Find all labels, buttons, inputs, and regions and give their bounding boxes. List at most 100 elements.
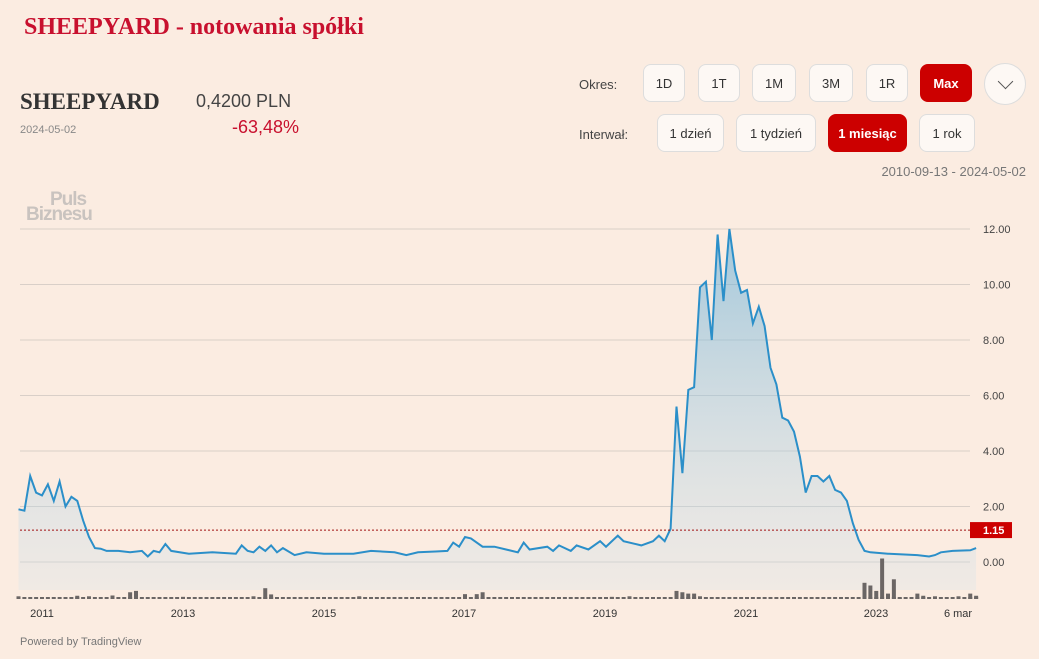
- x-tick-label: 2015: [312, 608, 336, 620]
- volume-bar: [780, 597, 785, 599]
- volume-bar: [862, 597, 867, 599]
- volume-bar: [768, 597, 773, 599]
- volume-bar: [427, 597, 432, 599]
- volume-bar: [621, 597, 626, 599]
- volume-bar: [345, 597, 350, 599]
- y-tick-label: 10.00: [983, 280, 1011, 292]
- interval-1-year-button[interactable]: 1 rok: [919, 114, 975, 152]
- last-price-label: 1.15: [983, 525, 1004, 537]
- volume-bar: [498, 597, 503, 599]
- volume-bar: [886, 593, 890, 599]
- period-max-button[interactable]: Max: [920, 64, 972, 102]
- volume-bar: [40, 597, 44, 599]
- volume-bar: [228, 597, 232, 599]
- quote-date: 2024-05-02: [20, 124, 77, 136]
- volume-bar: [416, 597, 420, 599]
- period-1m-button[interactable]: 1M: [752, 64, 796, 102]
- volume-bar: [686, 593, 691, 599]
- period-1t-button[interactable]: 1T: [698, 64, 740, 102]
- volume-bar: [745, 597, 749, 599]
- volume-bar: [592, 597, 597, 599]
- volume-bar: [51, 597, 56, 599]
- volume-bar: [128, 597, 133, 599]
- volume-bar: [186, 597, 191, 599]
- date-range: 2010-09-13 - 2024-05-02: [881, 164, 1026, 179]
- volume-bar: [181, 597, 185, 599]
- volume-bar: [463, 594, 467, 599]
- volume-bar: [580, 597, 585, 599]
- interval-1-day-button[interactable]: 1 dzień: [657, 114, 724, 152]
- x-tick-label: 2023: [864, 608, 888, 620]
- volume-bar: [527, 597, 532, 599]
- volume-bar: [87, 597, 91, 599]
- volume-bar: [504, 597, 509, 599]
- volume-bar: [286, 597, 291, 599]
- period-3m-button[interactable]: 3M: [809, 64, 853, 102]
- volume-bar: [891, 579, 896, 599]
- expand-button[interactable]: [984, 63, 1026, 105]
- volume-bar: [739, 597, 744, 599]
- volume-bar: [304, 597, 309, 599]
- volume-bar: [510, 597, 514, 599]
- volume-bar: [22, 597, 27, 599]
- price-chart[interactable]: 12.00 10.00 8.00 6.00 4.00 2.00 0.00 1.15 2011 20…: [0, 0, 1039, 630]
- volume-bar: [609, 597, 614, 599]
- volume-bar: [298, 597, 303, 599]
- x-tick-label: 2011: [30, 608, 54, 620]
- x-tick-label: 2017: [452, 608, 476, 620]
- x-tick-label: 2019: [593, 608, 617, 620]
- volume-bar: [351, 597, 356, 599]
- y-tick-label: 0.00: [983, 557, 1004, 569]
- volume-bar: [521, 597, 526, 599]
- quote-change: -63,48%: [231, 117, 299, 137]
- volume-bar: [962, 597, 967, 599]
- volume-bar: [263, 588, 268, 599]
- volume-bar: [480, 597, 485, 599]
- volume-bar: [474, 597, 479, 599]
- volume-bar: [110, 597, 115, 599]
- volume-bar: [680, 597, 685, 599]
- volume-bar: [615, 597, 620, 599]
- volume-bar: [938, 597, 943, 599]
- interval-1-month-button[interactable]: 1 miesiąc: [828, 114, 907, 152]
- volume-bar: [598, 597, 603, 599]
- volume-bar: [803, 597, 808, 599]
- volume-bar: [674, 597, 679, 599]
- interval-1-week-button[interactable]: 1 tydzień: [736, 114, 816, 152]
- volume-bar: [410, 597, 415, 599]
- volume-bar: [956, 597, 961, 599]
- volume-bar: [198, 597, 203, 599]
- volume-bar: [463, 597, 467, 599]
- volume-bar: [98, 597, 103, 599]
- volume-bar: [233, 597, 238, 599]
- volume-bar: [81, 597, 86, 599]
- puls-biznesu-logo: Puls Biznesu: [26, 190, 93, 224]
- volume-bar: [551, 597, 556, 599]
- volume-bar: [786, 597, 791, 599]
- volume-bar: [827, 597, 832, 599]
- y-tick-label: 4.00: [983, 446, 1004, 458]
- volume-bar: [656, 597, 661, 599]
- volume-bar: [474, 594, 479, 599]
- volume-bar: [680, 592, 685, 599]
- volume-bar: [386, 597, 391, 599]
- volume-bar: [269, 594, 274, 599]
- volume-bar: [175, 597, 180, 599]
- volume-bar: [327, 597, 332, 599]
- volume-bar: [104, 597, 109, 599]
- volume-bar: [333, 597, 338, 599]
- volume-bar: [891, 597, 896, 599]
- y-tick-label: 2.00: [983, 502, 1004, 514]
- volume-bar: [733, 597, 738, 599]
- volume-bar: [651, 597, 655, 599]
- volume-bar: [797, 597, 802, 599]
- period-1r-button[interactable]: 1R: [866, 64, 908, 102]
- volume-bar: [433, 597, 438, 599]
- interval-label: Interwał:: [579, 127, 629, 142]
- volume-bar: [374, 597, 379, 599]
- volume-bar: [933, 597, 937, 599]
- powered-by-link[interactable]: Powered by TradingView: [20, 636, 142, 648]
- volume-bar: [192, 597, 197, 599]
- period-1d-button[interactable]: 1D: [643, 64, 685, 102]
- volume-bar: [363, 597, 368, 599]
